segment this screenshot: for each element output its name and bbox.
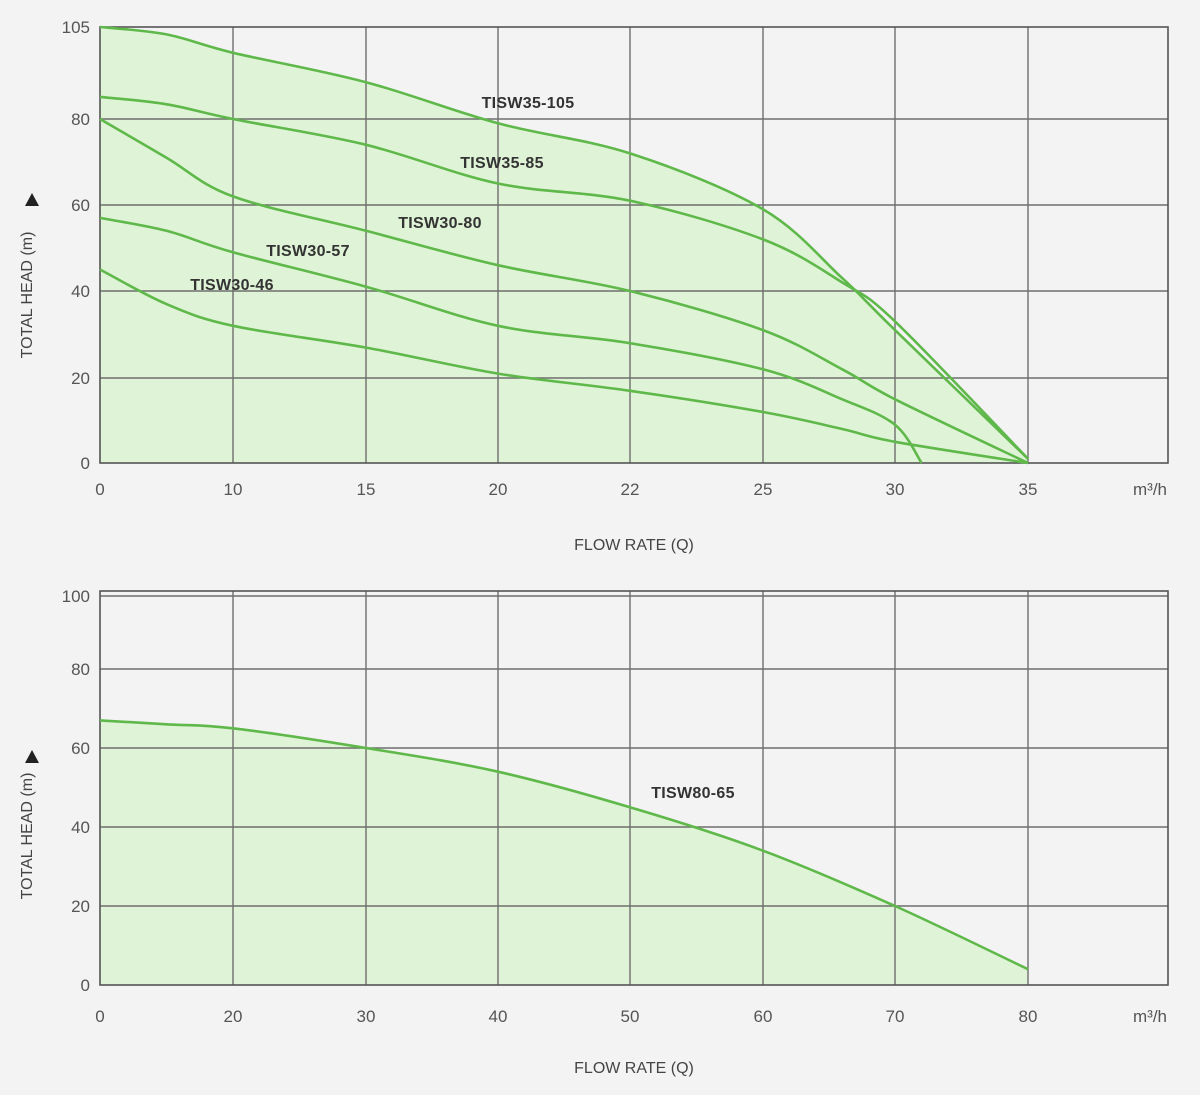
curve-tisw35-85 xyxy=(99,95,1029,460)
x-tick-label: 30 xyxy=(357,1007,376,1026)
y-tick-label: 60 xyxy=(71,739,90,758)
y-tick-label: 80 xyxy=(71,660,90,679)
x-tick-label: 25 xyxy=(754,480,773,499)
y-tick-label: 100 xyxy=(62,587,90,606)
x-tick-label: 20 xyxy=(489,480,508,499)
y-tick-label: 0 xyxy=(81,454,90,473)
operating-range-fill xyxy=(100,720,1028,985)
curve-tisw30-57 xyxy=(99,216,923,464)
plot-frame xyxy=(99,26,1169,464)
curve-tisw80-65 xyxy=(99,719,1029,971)
up-arrow-icon xyxy=(25,193,39,206)
x-tick-label: 35 xyxy=(1019,480,1038,499)
y-tick-label: 40 xyxy=(71,282,90,301)
series-label: TISW30-46 xyxy=(190,277,274,294)
x-tick-label: 10 xyxy=(224,480,243,499)
y-tick-label: 105 xyxy=(62,18,90,37)
y-axis-title: TOTAL HEAD (m) xyxy=(19,773,36,900)
curve-tisw30-46 xyxy=(99,268,1029,465)
x-tick-label: 80 xyxy=(1019,1007,1038,1026)
chart-2: TISW80-65 0 20 30 40 50 60 70 80 0 20 40 60 80 100 m³/h… xyxy=(19,587,1169,1077)
x-tick-label: 22 xyxy=(621,480,640,499)
x-tick-label: 0 xyxy=(95,480,104,499)
x-tick-label: 15 xyxy=(357,480,376,499)
series-label: TISW80-65 xyxy=(651,785,735,802)
x-tick-label: 60 xyxy=(754,1007,773,1026)
x-tick-label: 30 xyxy=(886,480,905,499)
y-tick-label: 20 xyxy=(71,897,90,916)
series-label: TISW35-105 xyxy=(482,95,575,112)
operating-range-fill xyxy=(100,27,1028,463)
up-arrow-icon xyxy=(25,750,39,763)
series-label: TISW30-57 xyxy=(266,243,350,260)
x-axis-title: FLOW RATE (Q) xyxy=(574,537,694,554)
x-unit-label: m³/h xyxy=(1133,480,1167,499)
y-axis-title: TOTAL HEAD (m) xyxy=(19,232,36,359)
x-tick-label: 50 xyxy=(621,1007,640,1026)
chart-1: TISW35-105 TISW35-85 TISW30-80 TISW30-57 TIS… xyxy=(19,18,1169,554)
x-tick-label: 0 xyxy=(95,1007,104,1026)
x-tick-label: 20 xyxy=(224,1007,243,1026)
y-tick-label: 0 xyxy=(81,976,90,995)
x-axis-title: FLOW RATE (Q) xyxy=(574,1060,694,1077)
y-tick-label: 20 xyxy=(71,369,90,388)
x-unit-label: m³/h xyxy=(1133,1007,1167,1026)
series-label: TISW30-80 xyxy=(398,215,482,232)
curve-tisw35-105 xyxy=(99,25,1029,460)
series-label: TISW35-85 xyxy=(460,155,544,172)
curve-tisw30-80 xyxy=(99,117,1029,465)
y-tick-label: 80 xyxy=(71,110,90,129)
plot-frame xyxy=(99,590,1169,986)
x-tick-label: 40 xyxy=(489,1007,508,1026)
y-tick-label: 40 xyxy=(71,818,90,837)
x-tick-label: 70 xyxy=(886,1007,905,1026)
y-tick-label: 60 xyxy=(71,196,90,215)
